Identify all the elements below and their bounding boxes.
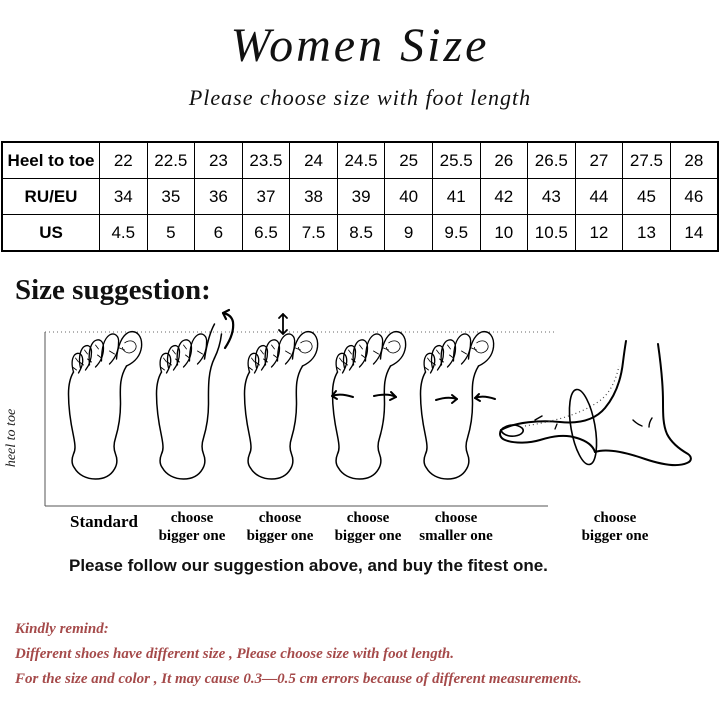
svg-text:smaller one: smaller one [419,528,493,544]
svg-text:choose: choose [171,510,214,526]
svg-text:choose: choose [347,510,390,526]
svg-text:bigger one: bigger one [582,528,649,544]
svg-text:bigger one: bigger one [247,528,314,544]
svg-text:choose: choose [594,510,637,526]
svg-text:choose: choose [259,510,302,526]
svg-text:bigger one: bigger one [335,528,402,544]
svg-text:choose: choose [435,510,478,526]
svg-text:Standard: Standard [70,512,139,531]
svg-text:bigger one: bigger one [159,528,226,544]
